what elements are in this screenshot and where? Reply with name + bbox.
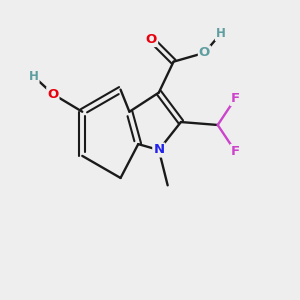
Text: O: O (199, 46, 210, 59)
Text: H: H (216, 27, 226, 40)
Text: N: N (153, 143, 164, 157)
Text: F: F (231, 145, 240, 158)
Text: H: H (29, 70, 39, 83)
Text: F: F (231, 92, 240, 105)
Text: O: O (47, 88, 58, 100)
Text: O: O (146, 33, 157, 46)
